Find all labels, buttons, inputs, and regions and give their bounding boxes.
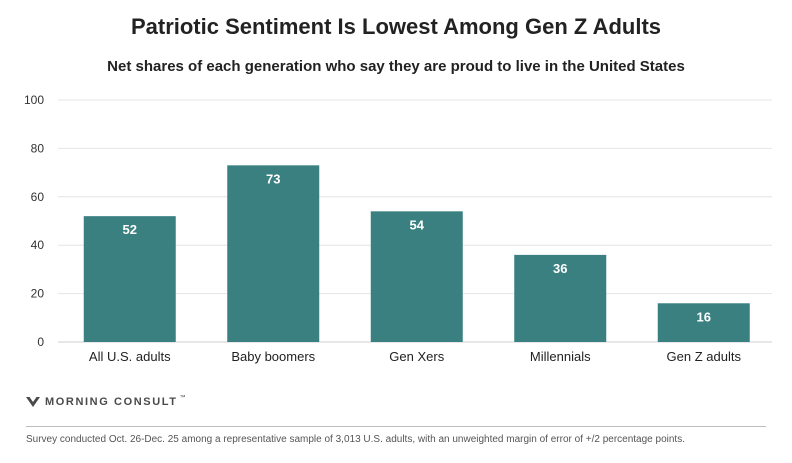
chart-subtitle: Net shares of each generation who say th… xyxy=(107,58,685,75)
footer-divider xyxy=(26,426,766,427)
morning-consult-logo-icon xyxy=(26,397,40,407)
bar-value-label: 54 xyxy=(410,217,425,232)
bar-value-label: 16 xyxy=(697,309,711,324)
x-category-label: Millennials xyxy=(530,349,591,364)
x-category-label: Gen Xers xyxy=(389,349,444,364)
bar-value-label: 73 xyxy=(266,171,280,186)
bar-value-labels: 52 73 54 36 16 xyxy=(123,171,711,324)
brand-logo: MORNING CONSULT ™ xyxy=(26,395,186,408)
bar-value-label: 52 xyxy=(123,222,137,237)
y-tick-label: 20 xyxy=(31,287,45,301)
bar xyxy=(657,303,750,342)
chart-title: Patriotic Sentiment Is Lowest Among Gen … xyxy=(130,14,662,39)
brand-trademark: ™ xyxy=(179,395,186,401)
bar-chart: 0 20 40 60 80 100 52 73 54 36 16 All U.S. adults B… xyxy=(24,93,772,364)
y-axis-ticks: 0 20 40 60 80 100 xyxy=(24,93,44,349)
x-category-label: Baby boomers xyxy=(231,349,315,364)
x-axis-categories: All U.S. adults Baby boomers Gen Xers Mille… xyxy=(89,349,742,364)
bar xyxy=(370,211,463,342)
y-tick-label: 80 xyxy=(31,141,45,155)
x-category-label: All U.S. adults xyxy=(89,349,171,364)
footnote: Survey conducted Oct. 26-Dec. 25 among a… xyxy=(26,434,685,445)
x-category-label: Gen Z adults xyxy=(667,349,742,364)
y-tick-label: 60 xyxy=(31,190,45,204)
y-tick-label: 100 xyxy=(24,93,44,107)
bar xyxy=(227,165,320,342)
brand-name: MORNING CONSULT xyxy=(45,396,178,408)
bar-value-label: 36 xyxy=(553,261,567,276)
bar xyxy=(514,254,607,342)
y-tick-label: 40 xyxy=(31,238,45,252)
y-tick-label: 0 xyxy=(37,335,44,349)
bars xyxy=(83,165,750,342)
bar xyxy=(83,216,176,342)
